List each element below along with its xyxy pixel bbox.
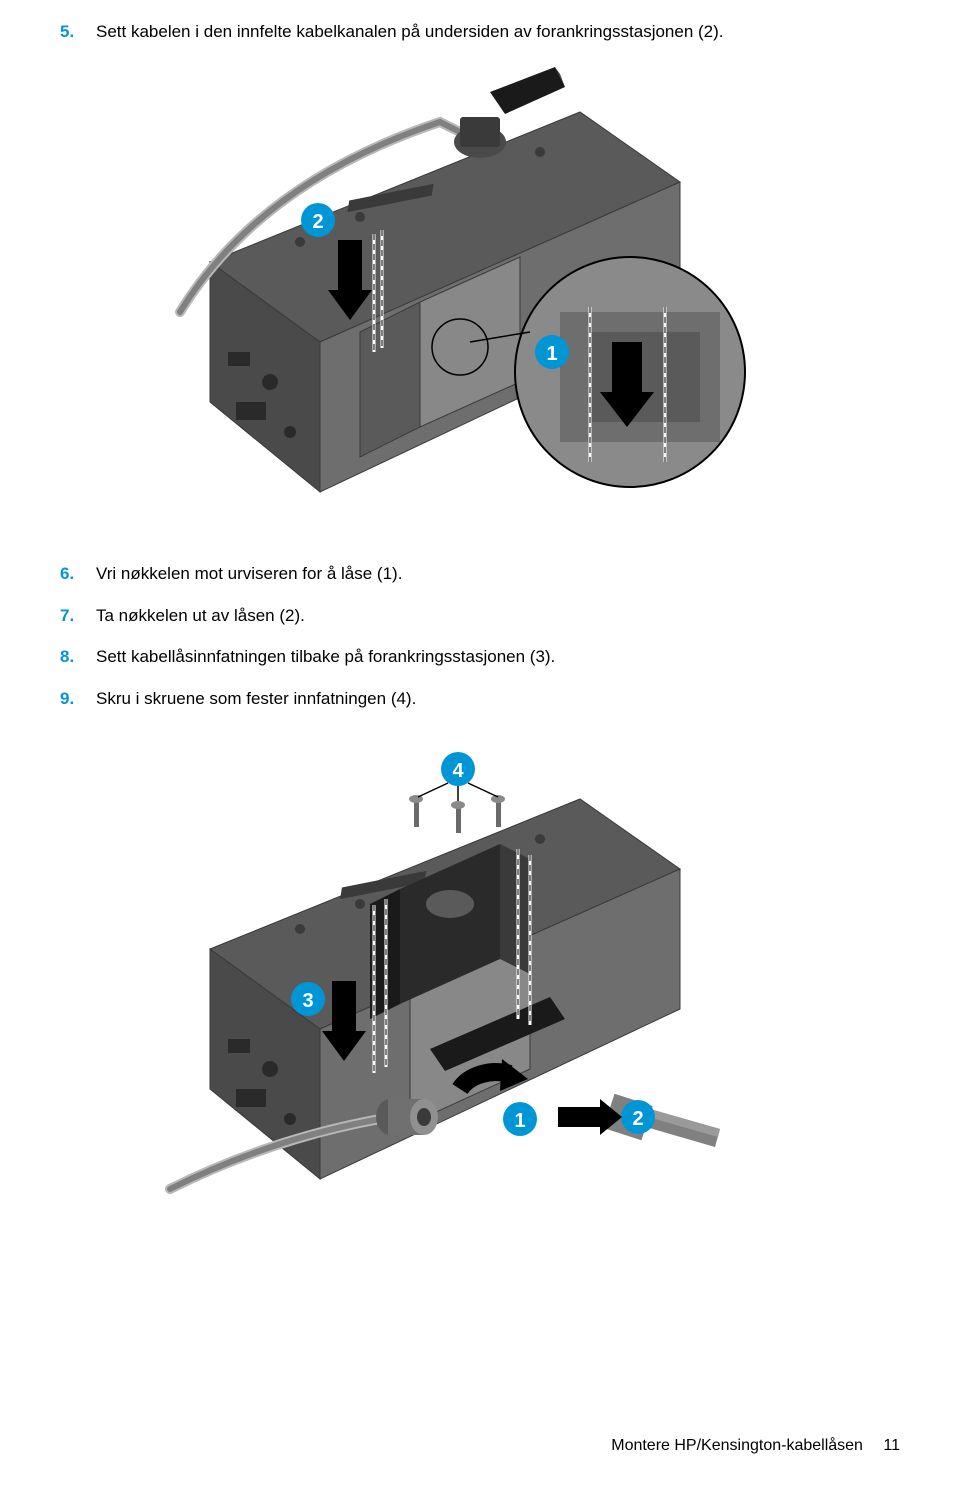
step-5: 5. Sett kabelen i den innfelte kabelkana…	[60, 20, 900, 44]
callout-2-group: 2	[558, 1099, 655, 1135]
svg-text:2: 2	[632, 1108, 643, 1130]
page-content: 5. Sett kabelen i den innfelte kabelkana…	[0, 0, 960, 1209]
illustration-2: 4 3	[160, 729, 800, 1209]
screws	[409, 795, 505, 833]
step-text: Ta nøkkelen ut av låsen (2).	[96, 604, 305, 628]
step-text: Sett kabelen i den innfelte kabelkanalen…	[96, 20, 724, 44]
step-text: Vri nøkkelen mot urviseren for å låse (1…	[96, 562, 402, 586]
svg-text:1: 1	[514, 1110, 525, 1132]
page-footer: Montere HP/Kensington-kabellåsen 11	[611, 1437, 900, 1455]
lock-cylinder	[376, 1099, 438, 1135]
step-number: 7.	[60, 604, 96, 628]
step-number: 5.	[60, 20, 96, 44]
key	[603, 1094, 720, 1147]
svg-text:3: 3	[302, 990, 313, 1012]
svg-text:4: 4	[452, 760, 464, 782]
page-number: 11	[883, 1437, 900, 1454]
detail-circle: 1	[515, 257, 745, 487]
footer-title: Montere HP/Kensington-kabellåsen	[611, 1437, 863, 1454]
step-9: 9. Skru i skruene som fester innfatninge…	[60, 687, 900, 711]
illustration-1: 2	[160, 62, 800, 542]
step-number: 9.	[60, 687, 96, 711]
step-text: Sett kabellåsinnfatningen tilbake på for…	[96, 645, 555, 669]
step-text: Skru i skruene som fester innfatningen (…	[96, 687, 416, 711]
callout-4-group: 4	[418, 752, 498, 801]
svg-text:1: 1	[546, 343, 557, 365]
step-6: 6. Vri nøkkelen mot urviseren for å låse…	[60, 562, 900, 586]
step-number: 8.	[60, 645, 96, 669]
step-number: 6.	[60, 562, 96, 586]
step-7: 7. Ta nøkkelen ut av låsen (2).	[60, 604, 900, 628]
step-8: 8. Sett kabellåsinnfatningen tilbake på …	[60, 645, 900, 669]
svg-text:2: 2	[312, 211, 323, 233]
